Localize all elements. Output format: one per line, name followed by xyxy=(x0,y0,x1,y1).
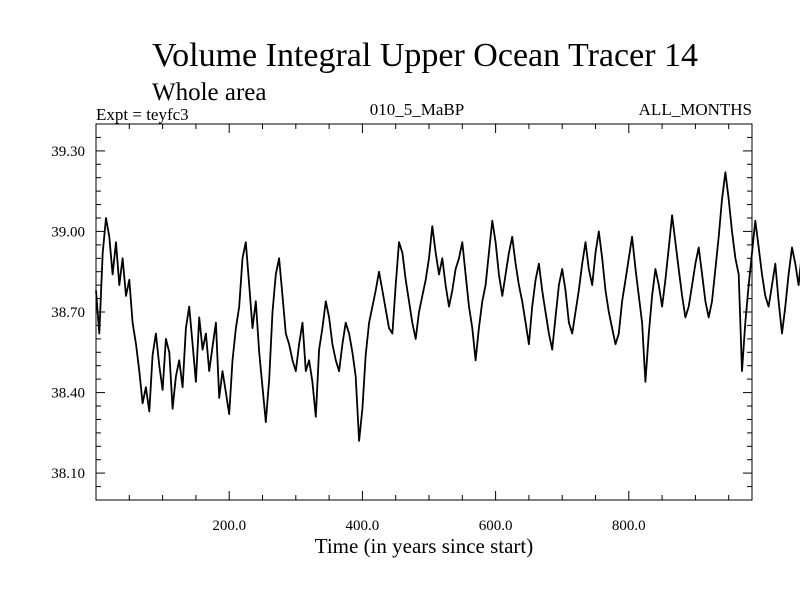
y-tick-label: 39.30 xyxy=(51,144,85,160)
data-series-line xyxy=(95,171,800,442)
y-tick-label: 38.70 xyxy=(51,305,85,321)
chart-title: Volume Integral Upper Ocean Tracer 14 xyxy=(152,37,698,74)
plot-frame xyxy=(95,123,753,501)
experiment-label: Expt = teyfc3 xyxy=(96,105,189,124)
x-tick-label: 800.0 xyxy=(612,518,646,534)
x-axis-label: Time (in years since start) xyxy=(315,534,534,558)
x-tick-label: 200.0 xyxy=(212,518,246,534)
y-tick-label: 38.40 xyxy=(51,386,85,402)
chart-subtitle: Whole area xyxy=(152,79,267,106)
months-label: ALL_MONTHS xyxy=(639,100,752,119)
y-tick-label: 39.00 xyxy=(51,224,85,240)
y-tick-label: 38.10 xyxy=(51,466,85,482)
x-tick-label: 600.0 xyxy=(479,518,513,534)
period-label: 010_5_MaBP xyxy=(370,100,464,119)
x-tick-label: 400.0 xyxy=(346,518,380,534)
